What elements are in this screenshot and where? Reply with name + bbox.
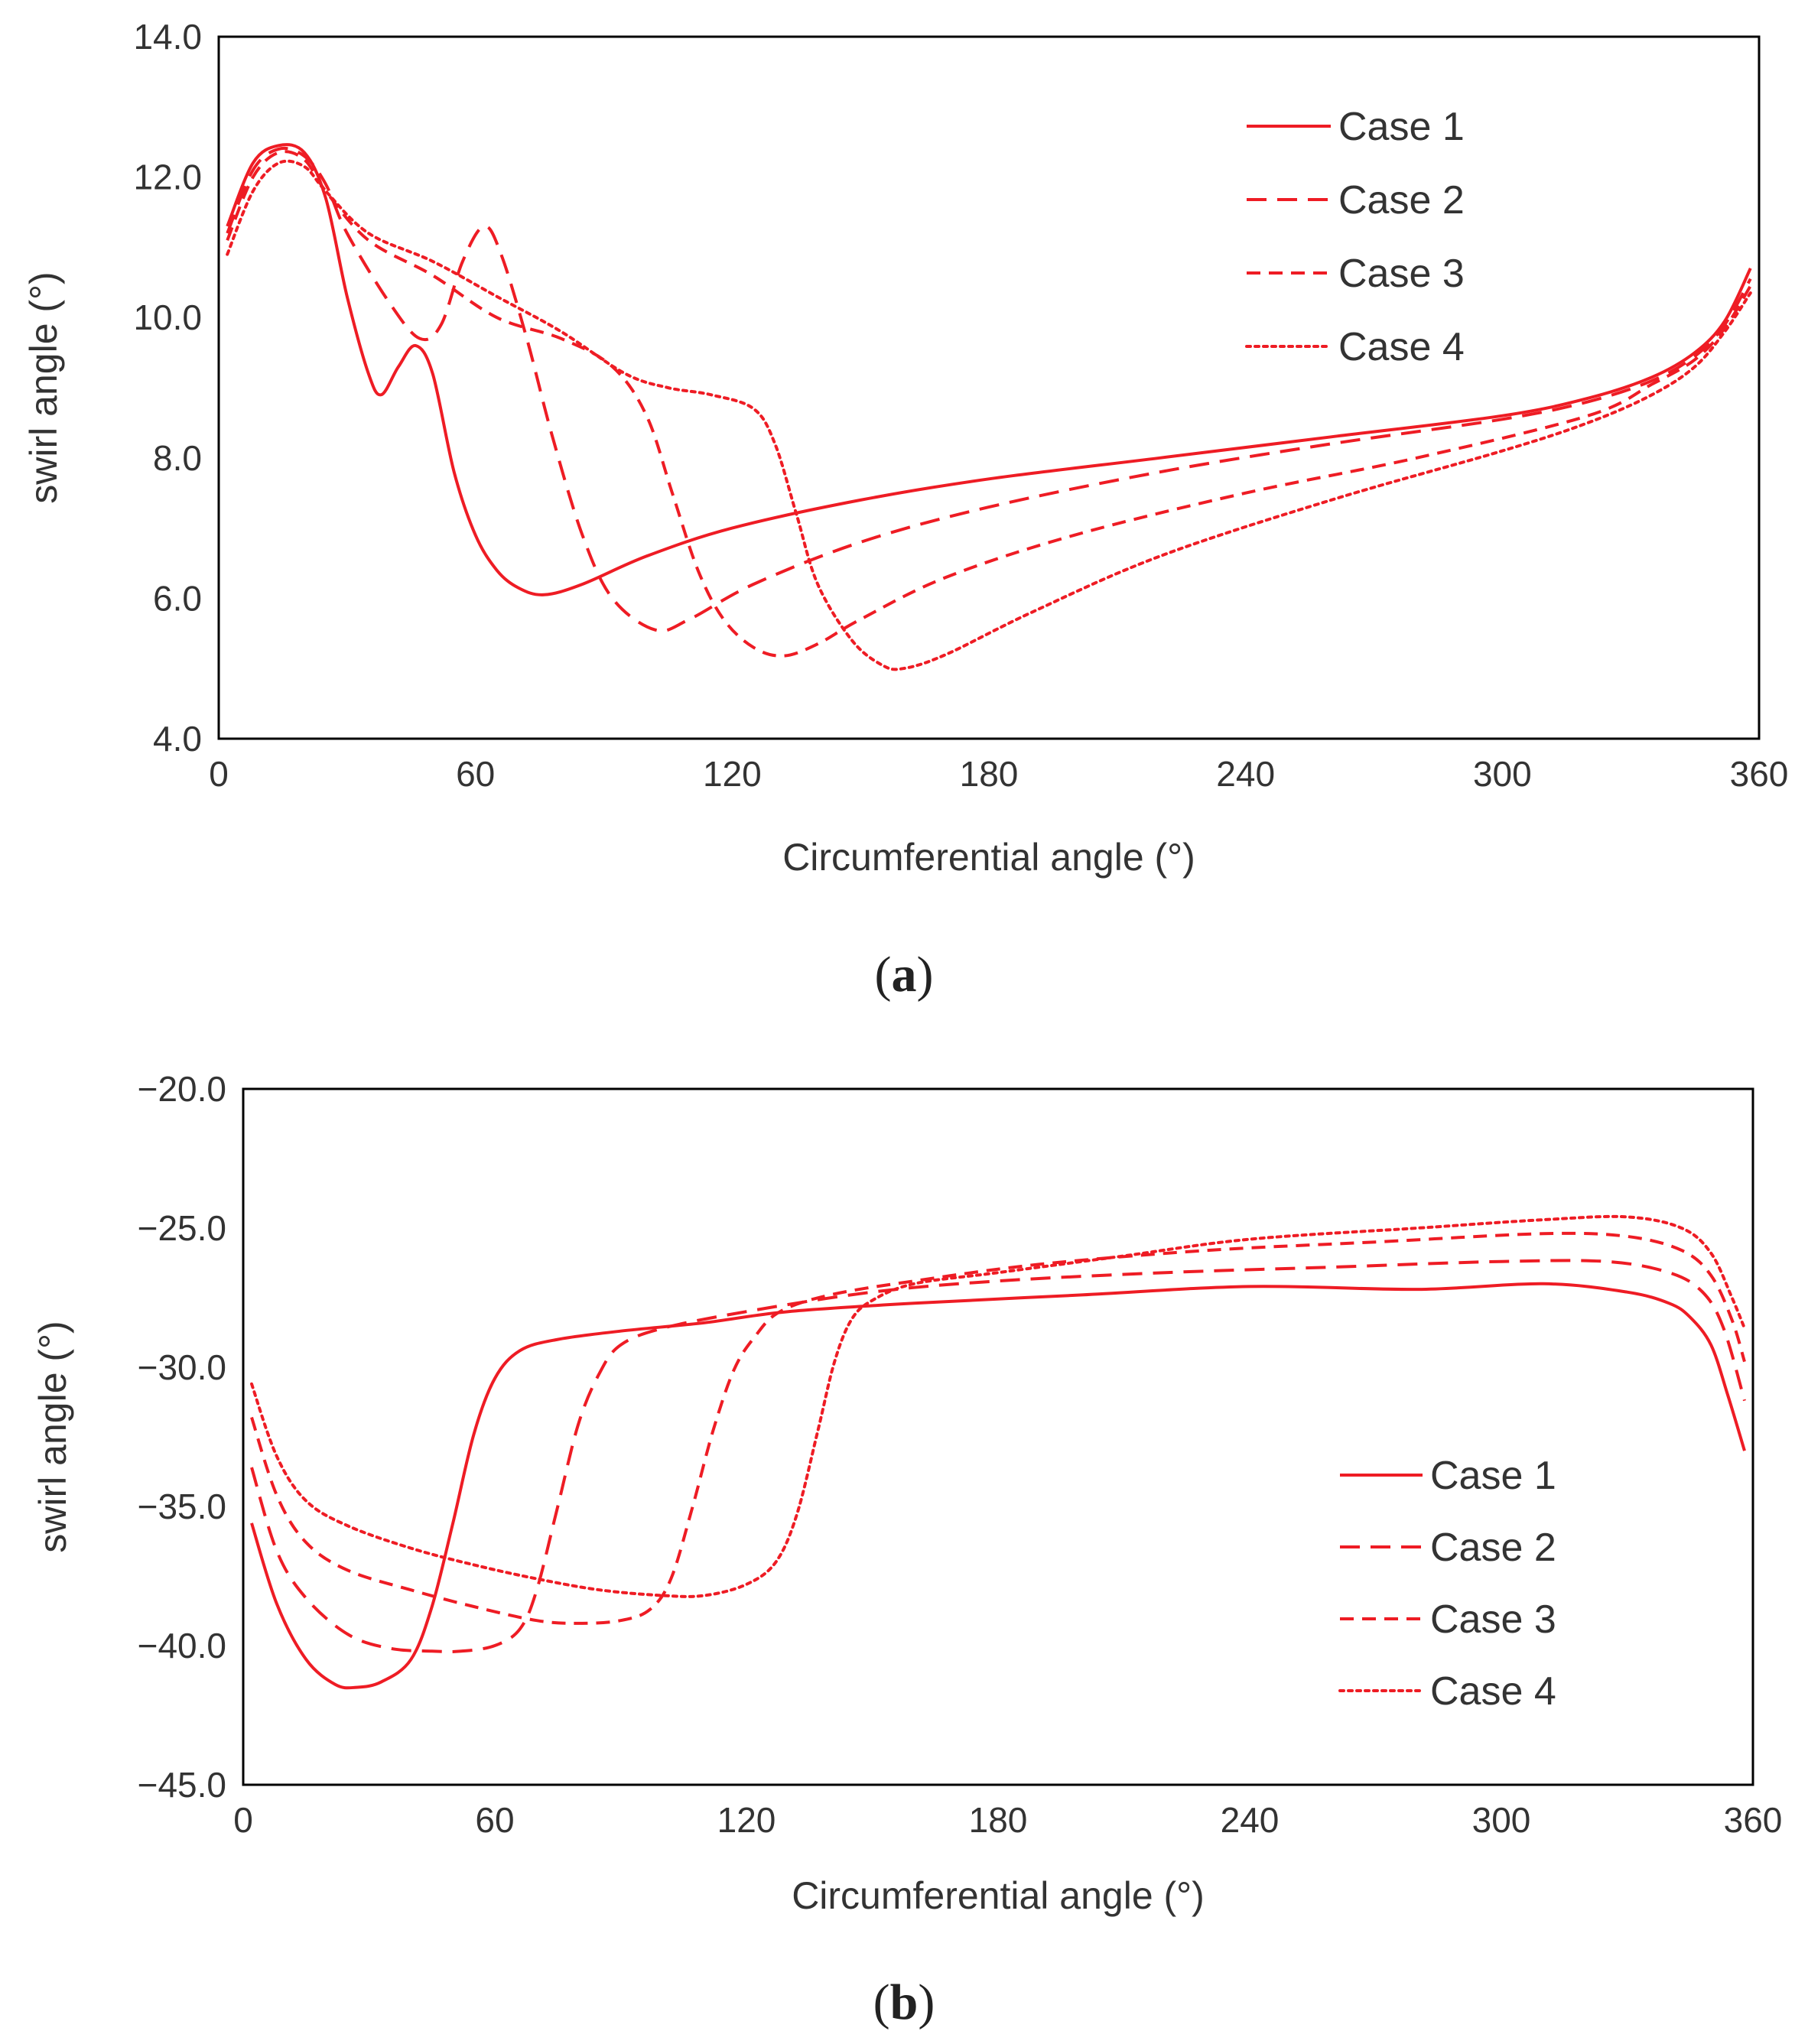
x-axis-title-a: Circumferential angle (°) <box>782 836 1195 879</box>
series-line-case-3 <box>226 150 1752 658</box>
y-tick-label: 12.0 <box>133 158 202 197</box>
y-tick-label: 4.0 <box>153 719 202 759</box>
x-tick-label: 0 <box>209 754 229 794</box>
y-tick-label: 6.0 <box>153 578 202 618</box>
legend-label-case-1: Case 1 <box>1430 1454 1556 1498</box>
plot-frame-b <box>242 1087 1754 1786</box>
x-tick-label: 360 <box>1730 754 1789 794</box>
legend-label-case-2: Case 2 <box>1430 1526 1556 1570</box>
x-tick-label: 360 <box>1724 1800 1783 1840</box>
y-tick-label: −35.0 <box>138 1487 226 1526</box>
plot-frame-a <box>217 35 1761 740</box>
y-tick-label: −45.0 <box>138 1765 226 1805</box>
series-line-case-1 <box>226 143 1752 596</box>
series-line-case-1 <box>250 1282 1746 1690</box>
y-tick-labels-a: 4.0 6.0 8.0 10.0 12.0 14.0 <box>133 17 202 759</box>
x-tick-labels-a: 0 60 120 180 240 300 360 <box>209 754 1788 794</box>
y-tick-label: 8.0 <box>153 438 202 478</box>
x-tick-label: 240 <box>1216 754 1275 794</box>
series-group-b <box>250 1214 1746 1690</box>
x-tick-label: 240 <box>1221 1800 1280 1840</box>
legend-label-case-4: Case 4 <box>1430 1669 1556 1714</box>
y-axis-title-a: swirl angle (°) <box>22 271 65 503</box>
panel-label-b-letter: b <box>890 1974 919 2030</box>
y-axis-title-b: swirl angle (°) <box>31 1321 74 1552</box>
x-tick-label: 300 <box>1472 1800 1531 1840</box>
y-tick-label: −40.0 <box>138 1626 226 1665</box>
y-tick-label: 10.0 <box>133 297 202 337</box>
x-tick-label: 0 <box>233 1800 253 1840</box>
x-tick-label: 60 <box>475 1800 514 1840</box>
series-line-case-4 <box>226 159 1752 671</box>
legend-label-case-1: Case 1 <box>1338 105 1465 149</box>
legend-label-case-2: Case 2 <box>1338 178 1465 223</box>
series-line-case-2 <box>250 1259 1746 1653</box>
y-tick-label: −20.0 <box>138 1069 226 1109</box>
x-tick-labels-b: 0 60 120 180 240 300 360 <box>233 1800 1782 1840</box>
y-tick-label: −30.0 <box>138 1347 226 1387</box>
series-group-a <box>226 143 1752 671</box>
x-axis-title-b: Circumferential angle (°) <box>792 1874 1205 1917</box>
legend-a: Case 1 Case 2 Case 3 Case 4 <box>1245 105 1465 369</box>
x-tick-label: 180 <box>969 1800 1028 1840</box>
panel-label-a: (a) <box>875 947 934 1003</box>
legend-label-case-3: Case 3 <box>1430 1597 1556 1642</box>
y-tick-label: 14.0 <box>133 17 202 57</box>
x-tick-label: 180 <box>960 754 1019 794</box>
y-tick-labels-b: −45.0 −40.0 −35.0 −30.0 −25.0 −20.0 <box>138 1069 226 1805</box>
panel-label-a-letter: a <box>892 947 917 1003</box>
series-line-case-4 <box>250 1214 1746 1598</box>
legend-b: Case 1 Case 2 Case 3 Case 4 <box>1338 1454 1556 1714</box>
chart-panel-b: −45.0 −40.0 −35.0 −30.0 −25.0 −20.0 0 60 120 180… <box>31 1069 1782 1917</box>
x-tick-label: 60 <box>456 754 495 794</box>
legend-label-case-3: Case 3 <box>1338 252 1465 296</box>
x-tick-label: 120 <box>703 754 762 794</box>
series-line-case-3 <box>250 1231 1746 1625</box>
chart-panel-a: 4.0 6.0 8.0 10.0 12.0 14.0 0 60 120 180 240 300 360… <box>22 17 1788 879</box>
series-line-case-2 <box>226 146 1752 632</box>
legend-label-case-4: Case 4 <box>1338 325 1465 369</box>
x-tick-label: 300 <box>1473 754 1532 794</box>
y-tick-label: −25.0 <box>138 1208 226 1248</box>
x-tick-label: 120 <box>717 1800 776 1840</box>
panel-label-b: (b) <box>873 1974 935 2030</box>
